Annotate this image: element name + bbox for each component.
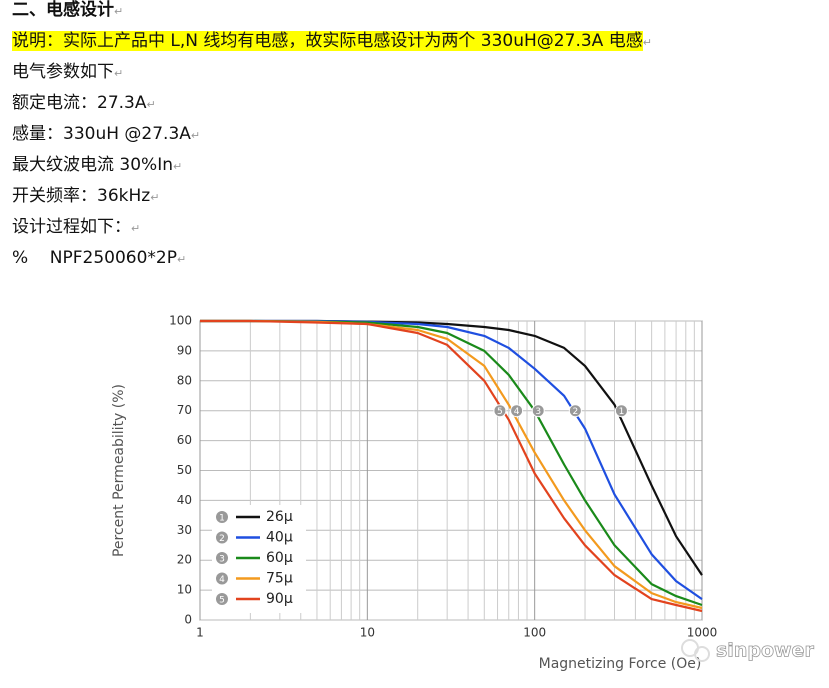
legend-marker-label: 5 xyxy=(219,596,225,606)
curve-marker xyxy=(493,404,507,418)
y-tick-label: 90 xyxy=(177,343,192,357)
x-tick-label: 100 xyxy=(523,626,546,640)
text-line: 说明：实际上产品中 L,N 线均有电感，故实际电感设计为两个 330uH@27.… xyxy=(12,31,643,51)
legend-marker-label: 1 xyxy=(219,514,225,524)
watermark-icon xyxy=(694,646,710,662)
paragraph: % NPF250060*2P↵ xyxy=(12,246,186,272)
y-tick-label: 100 xyxy=(169,314,192,328)
paragraph-mark: ↵ xyxy=(131,222,141,235)
watermark: sinpower xyxy=(716,640,814,662)
paragraph: 二、电感设计↵ xyxy=(12,0,123,24)
x-tick-label: 1 xyxy=(196,626,204,640)
text-line: 开关频率：36kHz xyxy=(12,186,151,206)
paragraph-mark: ↵ xyxy=(190,129,201,142)
text-line: 电气参数如下 xyxy=(12,62,114,82)
y-tick-label: 60 xyxy=(177,433,192,447)
curve-marker xyxy=(510,404,524,418)
legend-marker xyxy=(216,531,228,544)
paragraph-mark: ↵ xyxy=(172,160,183,173)
paragraph: 额定电流：27.3A↵ xyxy=(12,91,156,117)
legend-label: 40μ xyxy=(266,530,293,546)
legend-marker-label: 2 xyxy=(219,534,225,544)
curve-marker xyxy=(531,404,545,418)
legend-marker-label: 4 xyxy=(219,575,225,585)
text-line: 感量：330uH @27.3A xyxy=(12,124,191,144)
text-line: 最大纹波电流 30%In xyxy=(12,155,173,175)
paragraph-mark: ↵ xyxy=(146,98,156,111)
legend-label: 26μ xyxy=(266,509,293,525)
y-tick-label: 70 xyxy=(177,403,192,417)
paragraph: 最大纹波电流 30%In↵ xyxy=(12,153,182,179)
paragraph: 开关频率：36kHz↵ xyxy=(12,184,159,210)
series-line xyxy=(200,319,703,613)
paragraph-mark: ↵ xyxy=(150,191,160,204)
legend-label: 75μ xyxy=(266,571,293,587)
curve-marker-label: 2 xyxy=(572,407,578,417)
heading: 二、电感设计 xyxy=(12,0,114,20)
legend-marker-label: 3 xyxy=(219,555,225,565)
legend-marker xyxy=(216,552,228,564)
y-tick-label: 10 xyxy=(177,583,192,597)
text-line: 设计过程如下： xyxy=(12,217,131,237)
text-line: % NPF250060*2P xyxy=(12,248,177,268)
y-axis-label: Percent Permeability (%) xyxy=(111,384,127,557)
text-line: 额定电流：27.3A xyxy=(12,93,147,113)
x-tick-label: 10 xyxy=(360,626,375,640)
paragraph: 说明：实际上产品中 L,N 线均有电感，故实际电感设计为两个 330uH@27.… xyxy=(12,29,652,55)
y-tick-label: 40 xyxy=(177,493,192,507)
legend-marker xyxy=(216,572,228,585)
curve-marker xyxy=(614,404,628,418)
legend-label: 60μ xyxy=(266,550,293,566)
paragraph: 电气参数如下↵ xyxy=(12,60,123,86)
curve-marker-label: 3 xyxy=(535,407,541,417)
x-axis-label: Magnetizing Force (Oe) xyxy=(539,656,702,672)
legend-marker xyxy=(216,593,228,605)
y-tick-label: 20 xyxy=(177,553,192,567)
paragraph-mark: ↵ xyxy=(176,253,187,266)
curve-marker-label: 5 xyxy=(497,407,503,417)
paragraph: 感量：330uH @27.3A↵ xyxy=(12,122,200,148)
legend-marker xyxy=(216,511,228,523)
y-tick-label: 0 xyxy=(184,613,192,627)
curve-marker-label: 1 xyxy=(619,407,625,417)
paragraph: 设计过程如下：↵ xyxy=(12,215,140,241)
curve-marker xyxy=(568,404,582,418)
paragraph-mark: ↵ xyxy=(642,36,652,49)
y-tick-label: 80 xyxy=(177,373,192,387)
paragraph-mark: ↵ xyxy=(114,67,124,80)
paragraph-mark: ↵ xyxy=(114,5,124,18)
curve-marker-label: 4 xyxy=(514,407,520,417)
legend-label: 90μ xyxy=(266,591,293,607)
y-tick-label: 50 xyxy=(177,463,192,477)
x-tick-label: 1000 xyxy=(687,626,718,640)
y-tick-label: 30 xyxy=(177,523,192,537)
